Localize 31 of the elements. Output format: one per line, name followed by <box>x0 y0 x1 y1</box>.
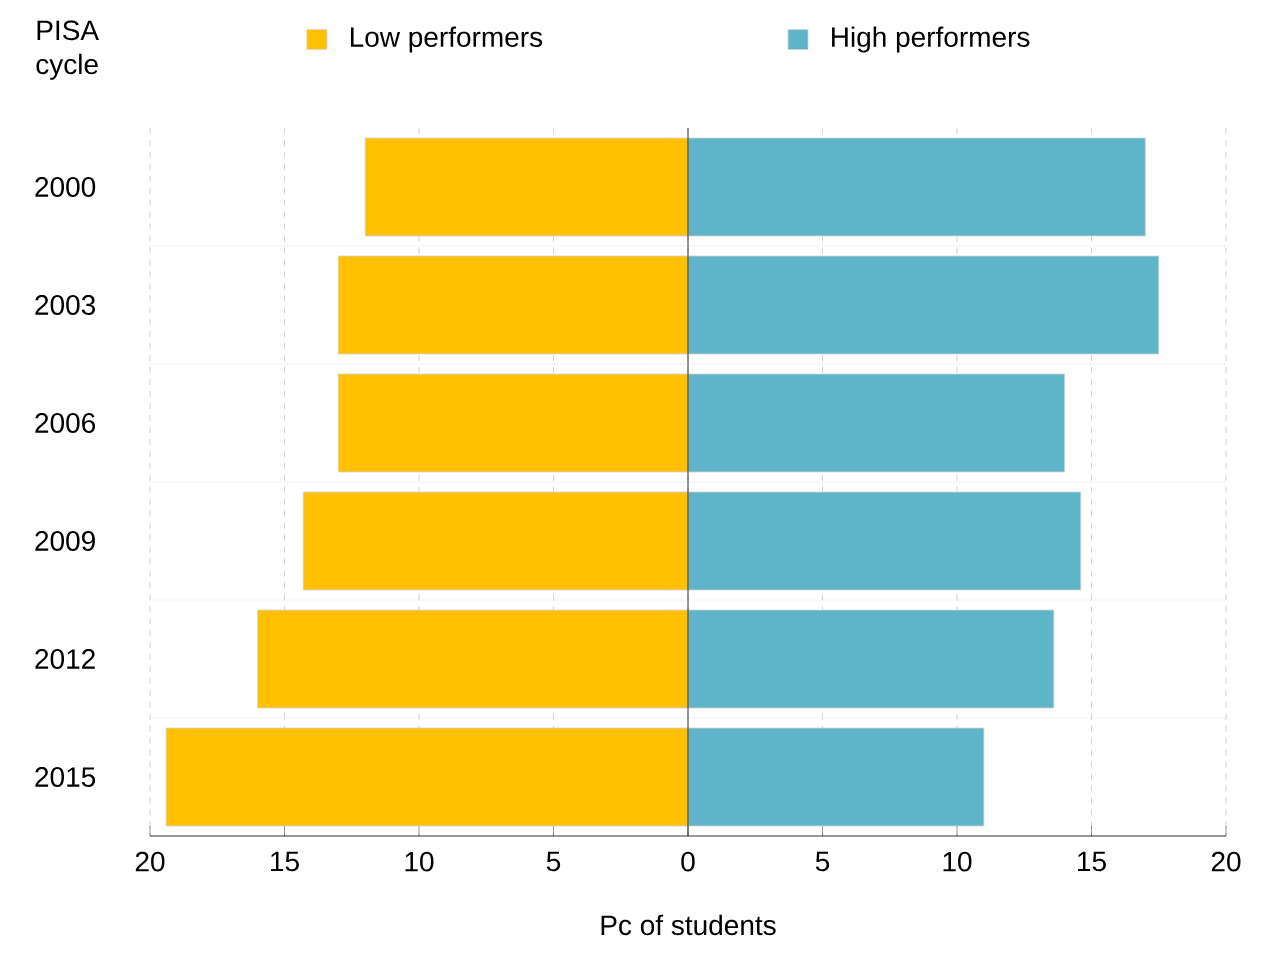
bar <box>165 727 689 827</box>
y-tick-label: 2009 <box>35 531 95 551</box>
x-tick-label: 10 <box>943 851 972 872</box>
bar <box>337 255 689 355</box>
bar <box>687 255 1160 355</box>
bar <box>302 491 689 591</box>
y-tick-label: 2012 <box>35 649 95 669</box>
bar <box>687 609 1055 709</box>
x-tick-label: 0 <box>681 851 695 872</box>
y-tick-label: 2015 <box>35 767 96 787</box>
y-axis-title: PISA cycle <box>36 20 100 80</box>
legend-label: Low performers <box>350 26 543 53</box>
y-tick-label: 2006 <box>35 413 96 433</box>
bar <box>364 137 689 237</box>
bar <box>257 609 689 709</box>
y-tick-label: 2003 <box>35 295 96 315</box>
bar <box>687 137 1146 237</box>
x-tick-label: 20 <box>1211 851 1241 872</box>
x-tick-label: 15 <box>271 851 299 872</box>
x-tick-label: 5 <box>815 851 830 872</box>
y-tick-label: 2000 <box>35 177 96 197</box>
x-tick-label: 10 <box>405 851 434 872</box>
bar <box>687 727 985 827</box>
x-tick-label: 20 <box>135 851 165 872</box>
x-tick-label: 15 <box>1078 851 1106 872</box>
bar <box>337 373 689 473</box>
bar <box>687 373 1066 473</box>
x-axis-title: Pc of students <box>601 914 776 936</box>
x-tick-label: 5 <box>546 851 561 872</box>
legend-label: High performers <box>832 26 1030 53</box>
bar <box>687 491 1082 591</box>
